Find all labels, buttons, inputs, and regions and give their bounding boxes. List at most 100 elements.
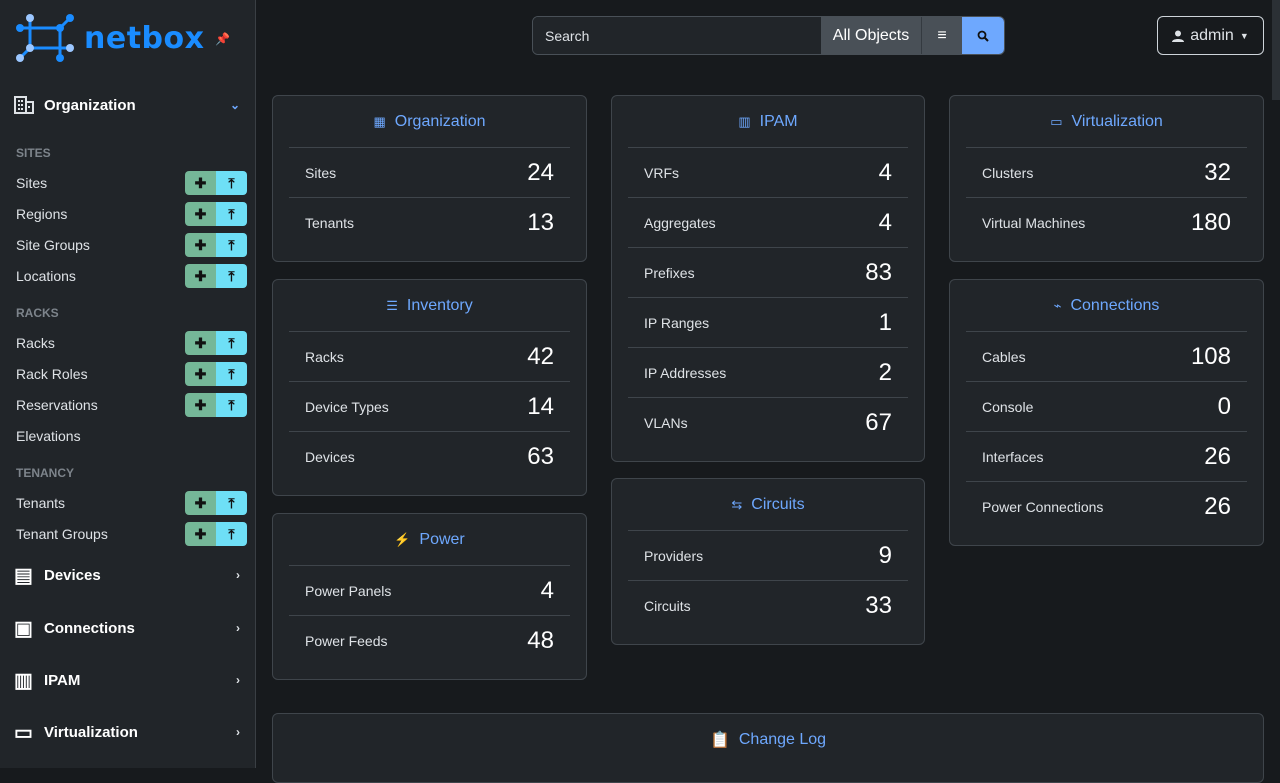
stat-label[interactable]: IP Ranges	[644, 314, 710, 331]
stat-row[interactable]: Power Connections 26	[966, 481, 1247, 531]
filter-icon: ≡	[937, 26, 947, 44]
stat-label[interactable]: IP Addresses	[644, 364, 727, 381]
search-scope-select[interactable]: All Objects	[821, 17, 922, 54]
import-button[interactable]: ⤒	[216, 522, 247, 546]
stat-row[interactable]: Cables 108	[966, 331, 1247, 381]
stat-label[interactable]: Prefixes	[644, 264, 695, 281]
add-button[interactable]: ✚	[185, 171, 216, 195]
import-button[interactable]: ⤒	[216, 491, 247, 515]
stat-label[interactable]: Tenants	[305, 214, 355, 231]
stat-label[interactable]: VRFs	[644, 164, 679, 181]
stat-row[interactable]: Prefixes 83	[628, 247, 908, 297]
menu-organization[interactable]: Organization ⌄	[14, 93, 240, 117]
stat-label[interactable]: VLANs	[644, 414, 688, 431]
sidebar-item[interactable]: Locations ✚ ⤒	[16, 264, 247, 288]
import-button[interactable]: ⤒	[216, 393, 247, 417]
sidebar-item[interactable]: Regions ✚ ⤒	[16, 202, 247, 226]
brand-name: netbox	[84, 20, 205, 56]
domain-icon	[14, 95, 34, 115]
add-button[interactable]: ✚	[185, 393, 216, 417]
stat-row[interactable]: Power Feeds 48	[289, 615, 570, 665]
stat-row[interactable]: Aggregates 4	[628, 197, 908, 247]
import-button[interactable]: ⤒	[216, 202, 247, 226]
add-button[interactable]: ✚	[185, 522, 216, 546]
stat-row[interactable]: IP Addresses 2	[628, 347, 908, 397]
stat-label[interactable]: Aggregates	[644, 214, 716, 231]
stat-row[interactable]: VLANs 67	[628, 397, 908, 447]
add-button[interactable]: ✚	[185, 362, 216, 386]
add-button[interactable]: ✚	[185, 331, 216, 355]
stat-row[interactable]: Interfaces 26	[966, 431, 1247, 481]
import-button[interactable]: ⤒	[216, 264, 247, 288]
stat-label[interactable]: Providers	[644, 547, 704, 564]
import-button[interactable]: ⤒	[216, 171, 247, 195]
stat-row[interactable]: Providers 9	[628, 530, 908, 580]
stat-count: 42	[527, 342, 554, 370]
add-button[interactable]: ✚	[185, 264, 216, 288]
stat-label[interactable]: Console	[982, 398, 1034, 415]
card-title[interactable]: 📋 Change Log	[273, 714, 1263, 765]
stat-count: 26	[1204, 442, 1231, 470]
sidebar-item-label: Rack Roles	[16, 366, 88, 382]
monitor-icon: ▭	[14, 721, 33, 744]
user-menu-button[interactable]: admin ▼	[1157, 16, 1264, 55]
stat-row[interactable]: Clusters 32	[966, 147, 1247, 197]
filter-button[interactable]: ≡	[922, 17, 962, 54]
stat-label[interactable]: Power Connections	[982, 498, 1104, 515]
sidebar-item[interactable]: Elevations	[16, 424, 247, 448]
add-button[interactable]: ✚	[185, 491, 216, 515]
add-button[interactable]: ✚	[185, 202, 216, 226]
user-name: admin	[1190, 26, 1234, 44]
stat-label[interactable]: Interfaces	[982, 448, 1044, 465]
sidebar-item[interactable]: Tenants ✚ ⤒	[16, 491, 247, 515]
sidebar-item[interactable]: Site Groups ✚ ⤒	[16, 233, 247, 257]
stat-label[interactable]: Power Panels	[305, 582, 392, 599]
stat-row[interactable]: Device Types 14	[289, 381, 570, 431]
stat-row[interactable]: Tenants 13	[289, 197, 570, 247]
stat-label[interactable]: Device Types	[305, 398, 389, 415]
domain-icon: ▦	[373, 113, 386, 129]
search-button[interactable]	[962, 17, 1004, 54]
stat-row[interactable]: Virtual Machines 180	[966, 197, 1247, 247]
chevron-right-icon: ›	[236, 621, 240, 635]
card-title-text: IPAM	[759, 112, 798, 130]
sidebar-item[interactable]: Tenant Groups ✚ ⤒	[16, 522, 247, 546]
stat-label[interactable]: Circuits	[644, 597, 691, 614]
search-input[interactable]	[533, 17, 821, 54]
stat-row[interactable]: Power Panels 4	[289, 565, 570, 615]
stat-row[interactable]: Circuits 33	[628, 580, 908, 630]
import-button[interactable]: ⤒	[216, 233, 247, 257]
menu-connections[interactable]: ▣ Connections ›	[14, 616, 240, 640]
pin-icon[interactable]: 📌	[215, 32, 230, 46]
stat-label[interactable]: Sites	[305, 164, 337, 181]
stat-count: 0	[1217, 392, 1231, 420]
stat-label[interactable]: Devices	[305, 448, 355, 465]
sidebar-item[interactable]: Rack Roles ✚ ⤒	[16, 362, 247, 386]
stat-row[interactable]: Console 0	[966, 381, 1247, 431]
sidebar-item[interactable]: Sites ✚ ⤒	[16, 171, 247, 195]
stat-label[interactable]: Cables	[982, 348, 1026, 365]
card-ipam: ▥ IPAM VRFs 4 Aggregates 4 Prefixes 83 IP Ranges…	[611, 95, 925, 462]
stat-row[interactable]: Devices 63	[289, 431, 570, 481]
stat-count: 4	[540, 576, 554, 604]
add-button[interactable]: ✚	[185, 233, 216, 257]
stat-label[interactable]: Racks	[305, 348, 344, 365]
menu-ipam[interactable]: ▥ IPAM ›	[14, 668, 240, 692]
netbox-logo[interactable]: netbox	[16, 14, 204, 62]
stat-row[interactable]: Sites 24	[289, 147, 570, 197]
stat-label[interactable]: Virtual Machines	[982, 214, 1086, 231]
stat-row[interactable]: Racks 42	[289, 331, 570, 381]
menu-devices[interactable]: ▤ Devices ›	[14, 563, 240, 587]
stat-row[interactable]: VRFs 4	[628, 147, 908, 197]
sidebar-item[interactable]: Racks ✚ ⤒	[16, 331, 247, 355]
stat-label[interactable]: Power Feeds	[305, 632, 388, 649]
sidebar-item[interactable]: Reservations ✚ ⤒	[16, 393, 247, 417]
import-button[interactable]: ⤒	[216, 331, 247, 355]
stat-row[interactable]: IP Ranges 1	[628, 297, 908, 347]
menu-virtualization[interactable]: ▭ Virtualization ›	[14, 720, 240, 744]
scrollbar[interactable]	[1272, 0, 1280, 100]
import-button[interactable]: ⤒	[216, 362, 247, 386]
stat-label[interactable]: Clusters	[982, 164, 1034, 181]
monitor-icon: ▭	[1050, 113, 1063, 129]
sidebar-item-label: Locations	[16, 268, 76, 284]
